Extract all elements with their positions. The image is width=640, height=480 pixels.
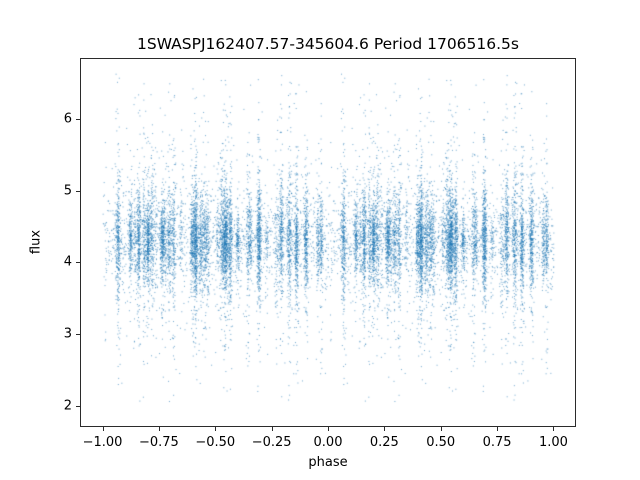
x-tick-mark bbox=[158, 427, 160, 431]
y-tick-label: 3 bbox=[63, 326, 72, 342]
x-axis-label: phase bbox=[308, 455, 348, 470]
y-tick-mark bbox=[76, 333, 80, 335]
x-tick-mark bbox=[440, 427, 442, 431]
x-tick-label: 0.25 bbox=[369, 435, 399, 450]
y-tick-label: 5 bbox=[63, 183, 72, 199]
x-tick-mark bbox=[215, 427, 217, 431]
y-tick-mark bbox=[76, 262, 80, 264]
x-tick-mark bbox=[553, 427, 555, 431]
x-tick-label: 0.00 bbox=[313, 435, 343, 450]
x-tick-label: −0.75 bbox=[138, 435, 179, 450]
y-tick-label: 4 bbox=[63, 254, 72, 270]
x-tick-label: −0.25 bbox=[251, 435, 292, 450]
x-tick-label: 1.00 bbox=[538, 435, 568, 450]
y-tick-mark bbox=[76, 190, 80, 192]
x-tick-mark bbox=[102, 427, 104, 431]
x-tick-mark bbox=[271, 427, 273, 431]
y-axis-label: flux bbox=[28, 229, 44, 255]
x-tick-label: −1.00 bbox=[82, 435, 123, 450]
x-tick-label: 0.50 bbox=[426, 435, 456, 450]
y-tick-mark bbox=[76, 405, 80, 407]
y-tick-mark bbox=[76, 118, 80, 120]
x-tick-mark bbox=[384, 427, 386, 431]
scatter-canvas bbox=[80, 58, 576, 427]
x-tick-mark bbox=[497, 427, 499, 431]
x-tick-label: −0.50 bbox=[195, 435, 236, 450]
x-tick-mark bbox=[328, 427, 329, 431]
y-tick-label: 6 bbox=[63, 111, 72, 127]
chart-title: 1SWASPJ162407.57-345604.6 Period 1706516… bbox=[137, 35, 519, 53]
y-tick-label: 2 bbox=[63, 398, 72, 413]
x-tick-label: 0.75 bbox=[482, 435, 512, 450]
